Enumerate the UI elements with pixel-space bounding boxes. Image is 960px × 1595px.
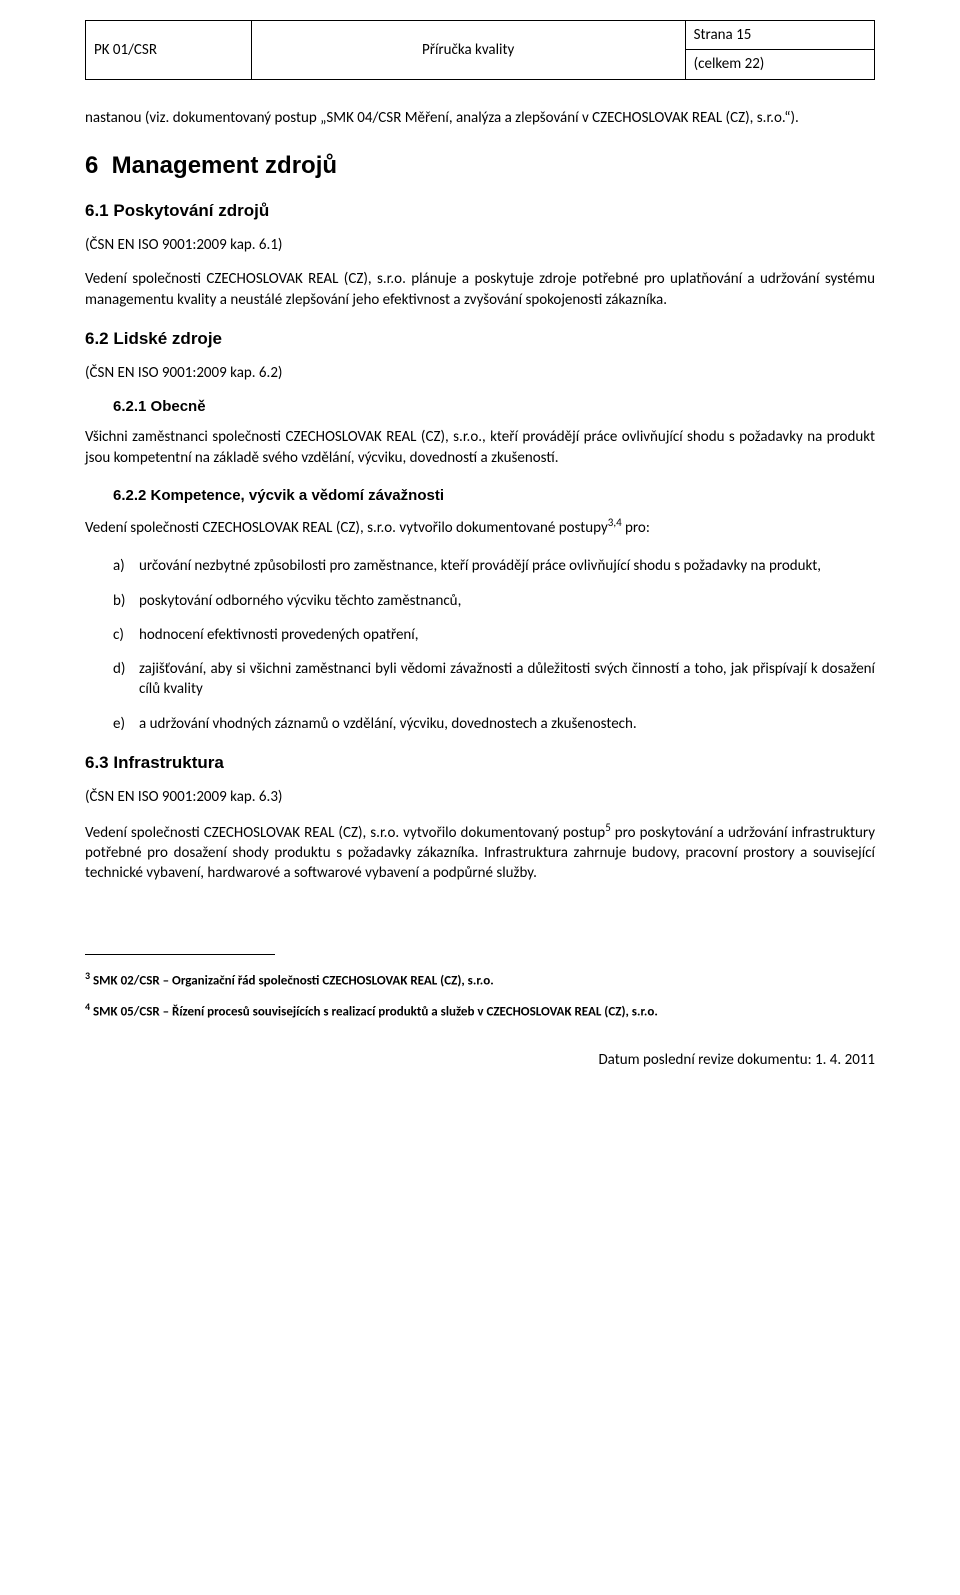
para-6-3-a: Vedení společnosti CZECHOSLOVAK REAL (CZ…: [85, 824, 605, 842]
ref-6-3: (ČSN EN ISO 9001:2009 kap. 6.3): [85, 787, 875, 807]
list-body: a udržování vhodných záznamů o vzdělání,…: [139, 714, 875, 734]
list-marker: d): [85, 659, 139, 700]
list-body: určování nezbytné způsobilosti pro zaměs…: [139, 556, 875, 576]
page-total: (celkem 22): [685, 50, 874, 79]
footnote-3-text: SMK 02/CSR – Organizační řád společnosti…: [90, 973, 494, 988]
heading-6-1: 6.1 Poskytování zdrojů: [85, 200, 875, 223]
page-number: Strana 15: [685, 21, 874, 50]
footnote-4: 4 SMK 05/CSR – Řízení procesů souvisejíc…: [85, 1000, 875, 1021]
para-6-2-1: Všichni zaměstnanci společnosti CZECHOSL…: [85, 427, 875, 468]
superscript-3-4: 3,4: [608, 516, 622, 529]
list-body: hodnocení efektivnosti provedených opatř…: [139, 625, 875, 645]
list-marker: e): [85, 714, 139, 734]
revision-date: Datum poslední revize dokumentu: 1. 4. 2…: [85, 1050, 875, 1070]
lead-text-b: pro:: [622, 519, 650, 537]
list-6-2-2: a) určování nezbytné způsobilosti pro za…: [85, 556, 875, 734]
list-marker: c): [85, 625, 139, 645]
para-6-3: Vedení společnosti CZECHOSLOVAK REAL (CZ…: [85, 821, 875, 884]
intro-paragraph: nastanou (viz. dokumentovaný postup „SMK…: [85, 108, 875, 128]
doc-code: PK 01/CSR: [86, 21, 252, 80]
list-item: a) určování nezbytné způsobilosti pro za…: [85, 556, 875, 576]
heading-6-3: 6.3 Infrastruktura: [85, 752, 875, 775]
list-marker: a): [85, 556, 139, 576]
para-6-2-2-lead: Vedení společnosti CZECHOSLOVAK REAL (CZ…: [85, 516, 875, 538]
ref-6-1: (ČSN EN ISO 9001:2009 kap. 6.1): [85, 235, 875, 255]
list-body: zajišťování, aby si všichni zaměstnanci …: [139, 659, 875, 700]
list-body: poskytování odborného výcviku těchto zam…: [139, 591, 875, 611]
header-box: PK 01/CSR Příručka kvality Strana 15 (ce…: [85, 20, 875, 80]
heading-6: 6 Management zdrojů: [85, 150, 875, 182]
para-6-1: Vedení společnosti CZECHOSLOVAK REAL (CZ…: [85, 269, 875, 310]
footnote-3: 3 SMK 02/CSR – Organizační řád společnos…: [85, 969, 875, 990]
footnote-4-text: SMK 05/CSR – Řízení procesů souvisejícíc…: [90, 1004, 658, 1019]
doc-title: Příručka kvality: [251, 21, 685, 80]
heading-6-2-2: 6.2.2 Kompetence, výcvik a vědomí závažn…: [113, 486, 875, 506]
footnote-separator: [85, 954, 275, 955]
heading-6-2: 6.2 Lidské zdroje: [85, 328, 875, 351]
list-item: e) a udržování vhodných záznamů o vzdělá…: [85, 714, 875, 734]
list-item: d) zajišťování, aby si všichni zaměstnan…: [85, 659, 875, 700]
list-item: c) hodnocení efektivnosti provedených op…: [85, 625, 875, 645]
lead-text-a: Vedení společnosti CZECHOSLOVAK REAL (CZ…: [85, 519, 608, 537]
heading-6-2-1: 6.2.1 Obecně: [113, 397, 875, 417]
list-marker: b): [85, 591, 139, 611]
ref-6-2: (ČSN EN ISO 9001:2009 kap. 6.2): [85, 363, 875, 383]
list-item: b) poskytování odborného výcviku těchto …: [85, 591, 875, 611]
